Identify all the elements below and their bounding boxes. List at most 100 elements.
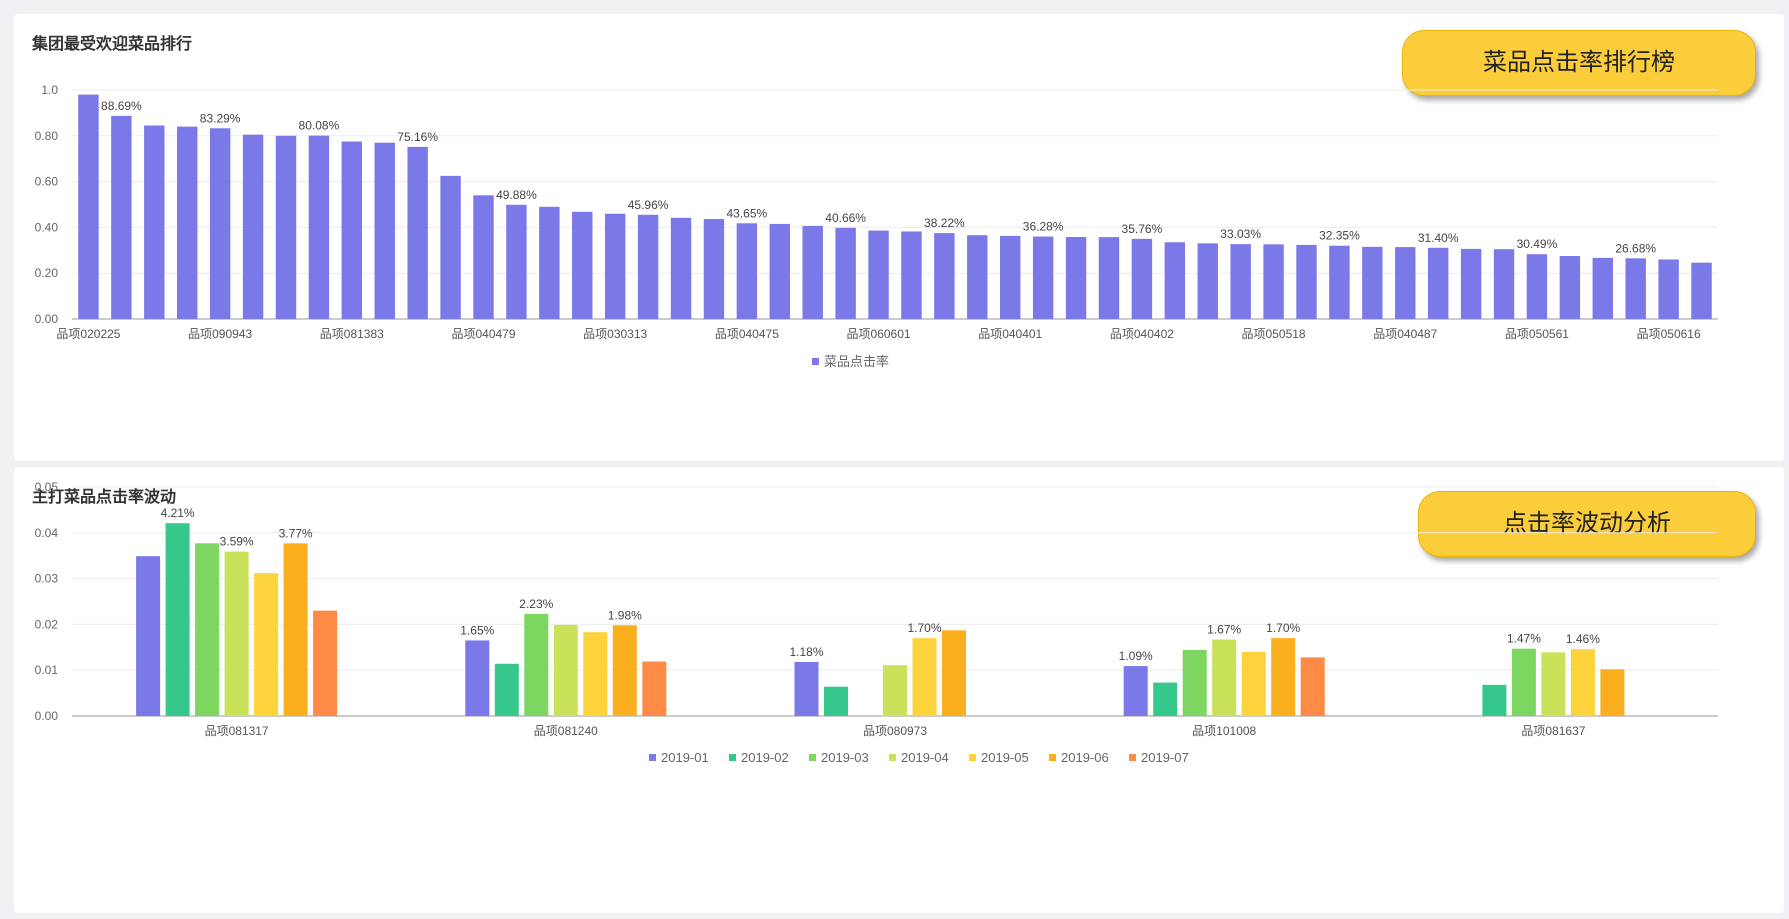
bar bbox=[177, 126, 198, 319]
bar bbox=[1230, 244, 1251, 319]
y-tick-label: 0.00 bbox=[35, 312, 59, 326]
bar bbox=[1482, 684, 1507, 716]
x-tick-label: 品项040475 bbox=[715, 327, 779, 341]
fluctuation-grouped-bar-chart: 0.00 0.01 0.02 0.03 0.04 0.05 4.21% 3.59% 3.77% 品… bbox=[35, 480, 1718, 765]
bar-data-label: 43.65% bbox=[727, 206, 768, 220]
x-tick-label: 品项040401 bbox=[978, 327, 1042, 341]
legend-label: 2019-07 bbox=[1141, 750, 1189, 765]
legend-swatch bbox=[1129, 754, 1136, 761]
bar-data-label: 1.46% bbox=[1566, 632, 1600, 646]
bar bbox=[670, 217, 692, 319]
bar bbox=[165, 523, 190, 716]
bar-data-label: 1.18% bbox=[789, 645, 823, 659]
bar bbox=[703, 219, 725, 319]
bar bbox=[224, 551, 249, 716]
bar bbox=[1559, 256, 1581, 319]
ranking-bar-chart: 0.00 0.20 0.40 0.60 0.80 1.0 88.69% 83.29% 80.08… bbox=[35, 83, 1718, 369]
bar bbox=[1511, 648, 1536, 716]
x-tick-label: 品项101008 bbox=[1192, 724, 1256, 738]
legend-swatch bbox=[969, 754, 976, 761]
bar-data-label: 2.23% bbox=[519, 597, 553, 611]
bar bbox=[1000, 235, 1021, 319]
bar bbox=[736, 223, 758, 319]
bar bbox=[802, 225, 823, 319]
bar-data-label: 45.96% bbox=[628, 198, 669, 212]
legend-label: 2019-03 bbox=[821, 750, 869, 765]
bar bbox=[642, 661, 667, 716]
x-tick-label: 品项090943 bbox=[188, 327, 252, 341]
legend-swatch bbox=[812, 358, 819, 365]
bar bbox=[1427, 247, 1449, 319]
y-tick-label: 0.00 bbox=[35, 709, 59, 723]
legend-label: 2019-02 bbox=[741, 750, 789, 765]
x-tick-label: 品项040487 bbox=[1373, 327, 1437, 341]
bar-data-label: 38.22% bbox=[924, 216, 965, 230]
bar-data-label: 30.49% bbox=[1517, 237, 1558, 251]
bar bbox=[407, 146, 428, 319]
bar bbox=[901, 231, 922, 319]
bar-data-label: 35.76% bbox=[1122, 222, 1163, 236]
bar-data-label: 3.59% bbox=[220, 535, 254, 549]
bar bbox=[1526, 254, 1548, 319]
bar bbox=[1212, 639, 1237, 716]
legend-label: 2019-05 bbox=[981, 750, 1029, 765]
bar-data-label: 4.21% bbox=[161, 506, 195, 520]
bar bbox=[835, 227, 856, 319]
legend-label: 2019-04 bbox=[901, 750, 949, 765]
bar bbox=[254, 573, 279, 716]
bar-data-label: 33.03% bbox=[1220, 227, 1261, 241]
y-tick-label: 0.03 bbox=[35, 572, 59, 586]
x-tick-label: 品项050561 bbox=[1505, 327, 1569, 341]
bar bbox=[1600, 669, 1625, 716]
bar bbox=[374, 142, 395, 319]
bar bbox=[242, 134, 264, 319]
bar bbox=[883, 665, 907, 716]
bar bbox=[794, 661, 819, 716]
bar bbox=[612, 625, 637, 716]
x-tick-label: 品项030313 bbox=[583, 327, 647, 341]
x-tick-label: 品项040479 bbox=[451, 327, 515, 341]
legend-swatch bbox=[1049, 754, 1056, 761]
bar bbox=[1493, 249, 1515, 319]
bar-data-label: 31.40% bbox=[1418, 231, 1459, 245]
bar bbox=[1460, 248, 1482, 319]
bar bbox=[1164, 242, 1186, 319]
bar-data-label: 1.47% bbox=[1507, 632, 1541, 646]
bar bbox=[769, 223, 790, 319]
bar bbox=[1065, 237, 1087, 319]
bar bbox=[1592, 257, 1613, 319]
bar bbox=[1197, 243, 1218, 319]
bar-data-label: 1.70% bbox=[907, 621, 941, 635]
bar bbox=[934, 233, 955, 319]
bar bbox=[524, 613, 549, 716]
bar bbox=[912, 638, 937, 716]
bar-data-label: 1.70% bbox=[1266, 621, 1300, 635]
y-tick-label: 0.01 bbox=[35, 663, 59, 677]
x-tick-label: 品项081637 bbox=[1521, 724, 1585, 738]
bar-data-label: 75.16% bbox=[397, 130, 438, 144]
bar bbox=[341, 141, 363, 319]
bottom-chart-title: 主打菜品点击率波动 bbox=[32, 489, 177, 506]
legend-swatch bbox=[889, 754, 896, 761]
y-tick-label: 0.04 bbox=[35, 526, 59, 540]
bar bbox=[967, 235, 988, 319]
legend-swatch bbox=[649, 754, 656, 761]
y-tick-label: 0.02 bbox=[35, 617, 59, 631]
click-rate-ranking-button[interactable]: 菜品点击率排行榜 bbox=[1402, 30, 1756, 96]
y-tick-label: 1.0 bbox=[41, 83, 58, 97]
bar bbox=[1131, 238, 1153, 319]
y-tick-label: 0.80 bbox=[35, 129, 59, 143]
top-chart-title: 集团最受欢迎菜品排行 bbox=[32, 36, 193, 53]
bar bbox=[1625, 258, 1646, 319]
bar bbox=[539, 206, 560, 319]
legend-label: 2019-06 bbox=[1061, 750, 1109, 765]
bar-data-label: 1.98% bbox=[608, 608, 642, 622]
bar bbox=[1395, 247, 1416, 319]
legend-label: 菜品点击率 bbox=[824, 354, 889, 369]
bar bbox=[1098, 237, 1120, 319]
bar-data-label: 3.77% bbox=[279, 526, 313, 540]
bar bbox=[195, 543, 220, 716]
bar-data-label: 1.67% bbox=[1207, 623, 1241, 637]
x-tick-label: 品项081317 bbox=[205, 724, 269, 738]
bar bbox=[1691, 262, 1712, 319]
